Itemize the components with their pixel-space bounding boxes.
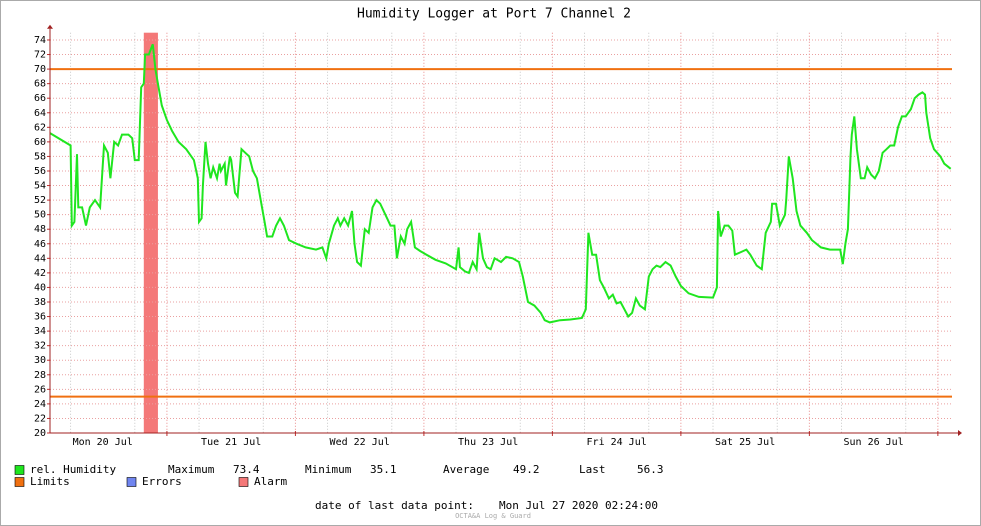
stat-label: Average bbox=[443, 463, 489, 476]
x-tick-label: Sun 26 Jul bbox=[844, 437, 904, 448]
x-tick-label: Fri 24 Jul bbox=[587, 437, 647, 448]
y-axis-arrow bbox=[47, 24, 53, 29]
y-tick-label: 58 bbox=[34, 151, 46, 162]
y-tick-label: 68 bbox=[34, 79, 46, 90]
y-tick-label: 74 bbox=[34, 35, 46, 46]
legend-swatch bbox=[238, 477, 249, 487]
y-tick-label: 40 bbox=[34, 282, 46, 293]
footer-value: Mon Jul 27 2020 02:24:00 bbox=[499, 499, 658, 512]
legend-label: Alarm bbox=[254, 475, 287, 488]
y-tick-label: 62 bbox=[34, 122, 46, 133]
stat-value: 73.4 bbox=[233, 463, 260, 476]
y-tick-label: 20 bbox=[34, 428, 46, 439]
y-tick-label: 50 bbox=[34, 210, 46, 221]
stat-value: 35.1 bbox=[370, 463, 397, 476]
y-tick-label: 24 bbox=[34, 399, 46, 410]
alarm-band bbox=[143, 32, 158, 433]
legend-label: Limits bbox=[30, 475, 70, 488]
y-tick-label: 42 bbox=[34, 268, 46, 279]
stat-value: 56.3 bbox=[637, 463, 664, 476]
y-tick-label: 28 bbox=[34, 370, 46, 381]
stat-value: 49.2 bbox=[513, 463, 540, 476]
legend-swatch bbox=[14, 477, 25, 487]
stat-label: Maximum bbox=[168, 463, 215, 476]
y-tick-label: 56 bbox=[34, 166, 46, 177]
y-tick-label: 30 bbox=[34, 355, 46, 366]
y-tick-label: 54 bbox=[34, 181, 46, 192]
legend-label: Errors bbox=[142, 475, 182, 488]
legend-swatch bbox=[14, 465, 25, 475]
legend-swatch bbox=[126, 477, 137, 487]
y-tick-label: 52 bbox=[34, 195, 46, 206]
legend-label: rel. Humidity bbox=[30, 463, 116, 476]
x-tick-label: Thu 23 Jul bbox=[458, 437, 518, 448]
y-tick-label: 70 bbox=[34, 64, 46, 75]
y-tick-label: 34 bbox=[34, 326, 46, 337]
credit: OCTA&A Log & Guard bbox=[455, 512, 531, 520]
y-tick-label: 48 bbox=[34, 224, 46, 235]
stat-label: Last bbox=[579, 463, 606, 476]
x-tick-label: Wed 22 Jul bbox=[330, 437, 390, 448]
y-tick-label: 66 bbox=[34, 93, 46, 104]
x-axis-arrow bbox=[958, 430, 962, 436]
x-tick-label: Sat 25 Jul bbox=[715, 437, 775, 448]
y-tick-label: 22 bbox=[34, 413, 46, 424]
stat-label: Minimum bbox=[305, 463, 352, 476]
y-tick-label: 38 bbox=[34, 297, 46, 308]
x-tick-label: Mon 20 Jul bbox=[73, 437, 133, 448]
humidity-line bbox=[49, 43, 952, 324]
x-tick-label: Tue 21 Jul bbox=[201, 437, 261, 448]
y-tick-label: 46 bbox=[34, 239, 46, 250]
y-tick-label: 60 bbox=[34, 137, 46, 148]
y-tick-label: 32 bbox=[34, 341, 46, 352]
y-tick-label: 26 bbox=[34, 384, 46, 395]
y-tick-label: 72 bbox=[34, 50, 46, 61]
chart-title: Humidity Logger at Port 7 Channel 2 bbox=[357, 7, 631, 22]
y-tick-label: 36 bbox=[34, 312, 46, 323]
y-tick-label: 64 bbox=[34, 108, 46, 119]
footer-label: date of last data point: bbox=[315, 499, 474, 512]
y-tick-label: 44 bbox=[34, 253, 46, 264]
